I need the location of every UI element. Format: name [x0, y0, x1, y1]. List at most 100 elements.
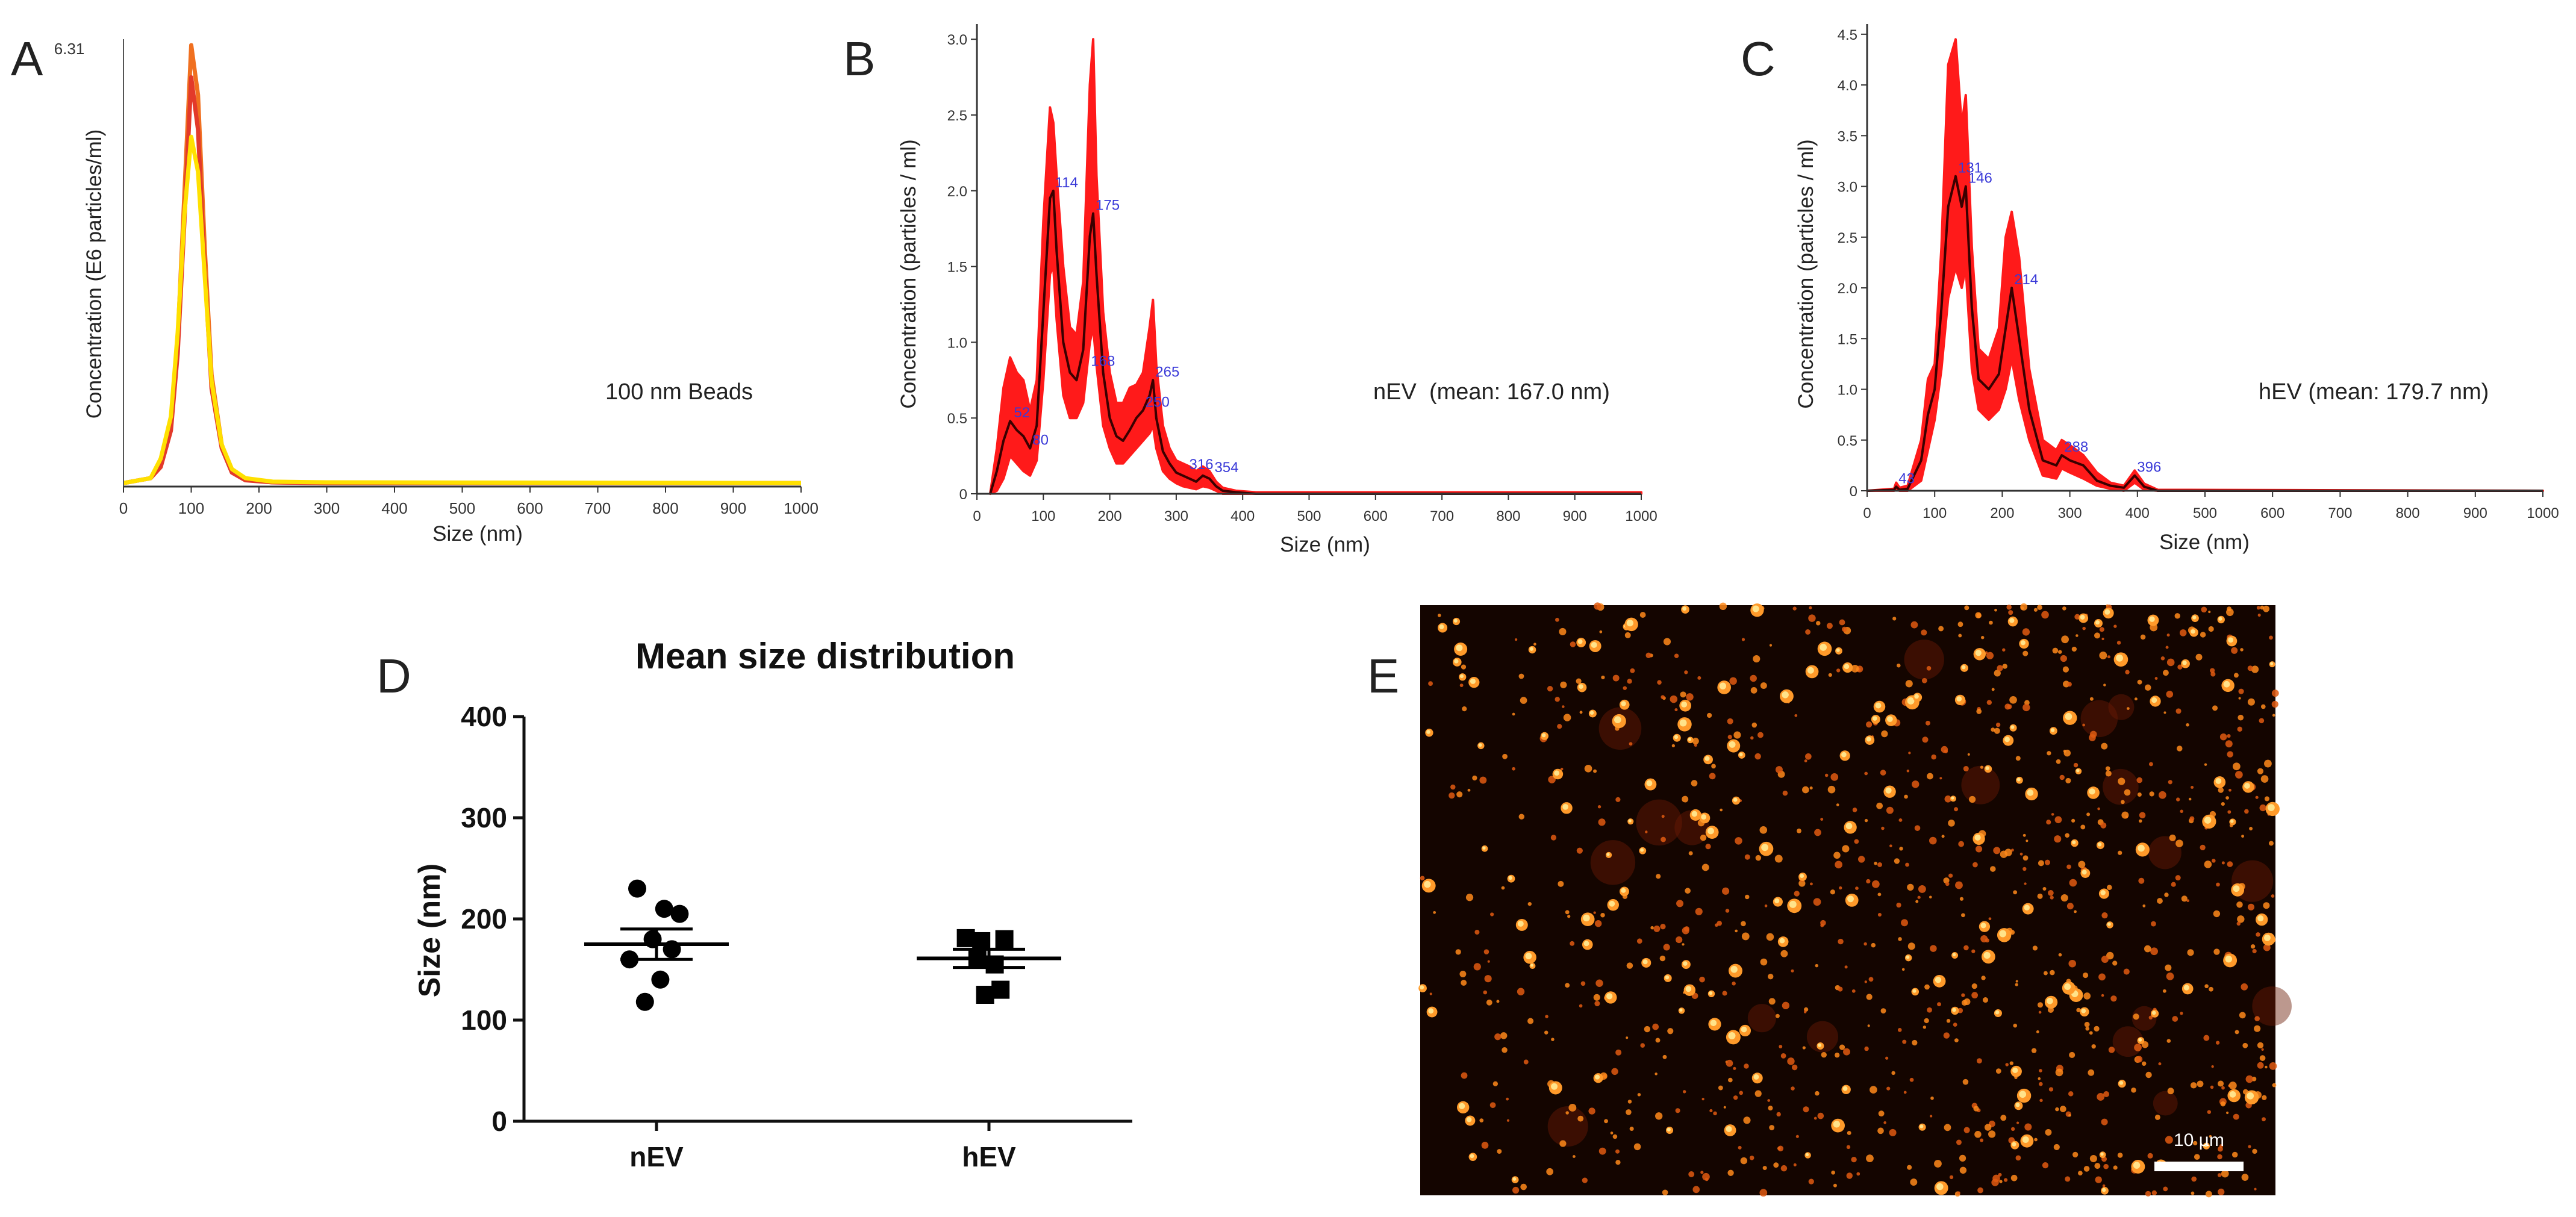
particle-spot — [1563, 714, 1571, 721]
particle-spot — [1545, 1015, 1548, 1018]
y-tick-label: 200 — [461, 903, 507, 935]
particle-spot — [2117, 1153, 2123, 1158]
particle-spot — [2060, 894, 2068, 902]
particle-spot — [2151, 1190, 2157, 1196]
y-tick-label: 0.5 — [947, 411, 967, 427]
particle-spot — [1751, 722, 1757, 728]
particle-spot — [1595, 979, 1603, 987]
particle-core — [1741, 1026, 1747, 1033]
particle-spot — [1490, 912, 1494, 917]
particle-core — [1704, 756, 1710, 761]
particle-spot — [1930, 945, 1937, 952]
particle-spot — [1514, 638, 1518, 641]
particle-spot — [2179, 629, 2187, 637]
particle-spot — [2237, 726, 2242, 732]
particle-spot — [2097, 1093, 2105, 1101]
particle-spot — [2191, 1176, 2197, 1182]
particle-spot — [1705, 844, 1711, 850]
particle-spot — [2226, 1111, 2229, 1115]
particle-spot — [1735, 837, 1742, 845]
particle-spot — [1506, 1119, 1510, 1122]
particle-core — [2138, 844, 2145, 852]
particle-core — [2010, 725, 2015, 729]
particle-spot — [1550, 835, 1557, 841]
particle-core — [1640, 848, 1644, 852]
particle-spot — [2235, 1030, 2239, 1035]
particle-spot — [2089, 697, 2094, 701]
particle-spot — [1740, 1157, 1748, 1165]
particle-spot — [1794, 714, 1798, 717]
particle-spot — [2227, 810, 2231, 814]
particle-spot — [2166, 1039, 2171, 1043]
particle-spot — [2134, 1044, 2142, 1051]
x-tick-label: 700 — [2328, 505, 2352, 521]
particle-spot — [1901, 919, 1908, 927]
particle-spot — [1479, 1118, 1484, 1122]
particle-core — [1875, 702, 1882, 709]
particle-spot — [2131, 1087, 2136, 1093]
particle-spot — [2034, 1138, 2038, 1142]
particle-spot — [1805, 753, 1812, 760]
particle-spot — [1654, 1072, 1658, 1075]
particle-core — [1726, 1126, 1732, 1132]
particle-spot — [2002, 648, 2006, 652]
fluorescence-micrograph: 10 µm — [1418, 602, 2292, 1198]
particle-spot — [2211, 1065, 2214, 1068]
x-tick-label: 900 — [1563, 508, 1587, 524]
particle-spot — [1977, 1187, 1983, 1194]
particle-spot — [2204, 763, 2207, 766]
particle-spot — [1954, 1038, 1959, 1043]
particle-spot — [1701, 864, 1709, 871]
particle-spot — [2144, 945, 2151, 953]
particle-spot — [2099, 652, 2107, 659]
x-tick-label: 1000 — [784, 499, 819, 517]
particle-core — [1845, 823, 1853, 830]
particle-spot — [1456, 791, 1463, 798]
particle-spot — [1594, 1001, 1600, 1007]
particle-spot — [1720, 808, 1723, 812]
particle-spot — [2166, 691, 2174, 698]
particle-spot — [2168, 780, 2172, 785]
particle-spot — [1982, 997, 1989, 1003]
x-axis-label-a: Size (nm) — [432, 522, 523, 546]
particle-core — [1887, 716, 1893, 723]
particle-spot — [1905, 680, 1913, 688]
particle-spot — [1502, 1047, 1508, 1053]
particle-spot — [2154, 1114, 2160, 1120]
particle-spot — [2254, 1187, 2257, 1191]
particle-core — [1980, 923, 1986, 929]
x-tick-label: 900 — [720, 499, 746, 517]
particle-spot — [2063, 749, 2071, 757]
particle-spot — [1560, 767, 1564, 771]
particle-spot — [1889, 844, 1892, 848]
particle-spot — [2065, 833, 2069, 838]
particle-spot — [1661, 815, 1665, 818]
particle-spot — [1930, 1115, 1933, 1118]
particle-spot — [2056, 759, 2061, 764]
peak-label: 52 — [1014, 405, 1030, 421]
particle-spot — [2260, 704, 2266, 709]
particle-spot — [1546, 1168, 1554, 1175]
particle-spot — [1682, 795, 1689, 803]
particle-spot — [2038, 1077, 2041, 1080]
particle-spot — [1909, 1077, 1914, 1082]
particle-spot — [2103, 1091, 2110, 1097]
particle-spot — [2190, 1082, 2197, 1089]
particle-spot — [1938, 626, 1944, 632]
particle-spot — [2123, 968, 2130, 975]
particle-spot — [1994, 727, 2000, 734]
particle-spot — [2209, 1135, 2212, 1138]
particle-core — [1800, 874, 1804, 879]
particle-spot — [1775, 1013, 1780, 1018]
particle-spot — [2249, 827, 2253, 831]
particle-spot — [1838, 986, 1843, 992]
particle-spot — [1995, 1068, 2001, 1074]
particle-spot — [1820, 920, 1826, 926]
particle-core — [1710, 1019, 1717, 1027]
particle-spot — [1910, 621, 1918, 629]
data-point-hEV — [976, 986, 994, 1004]
particle-spot — [1501, 886, 1505, 890]
y-tick-label: 100 — [461, 1004, 507, 1036]
particle-spot — [1991, 727, 1995, 732]
